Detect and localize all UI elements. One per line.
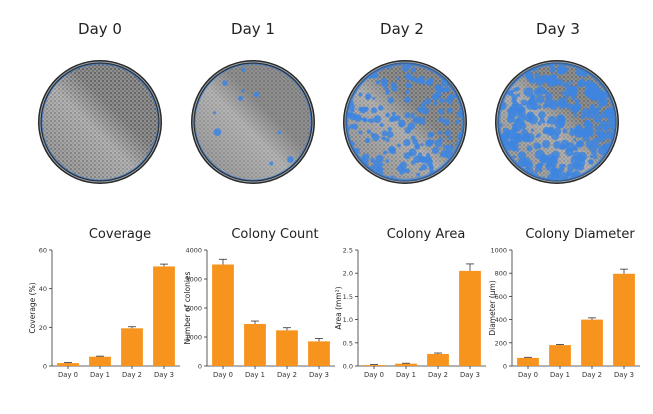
- x-tick-label: Day 0: [58, 371, 78, 379]
- day-0-title: Day 0: [78, 20, 122, 38]
- x-tick-label: Day 2: [277, 371, 297, 379]
- y-axis-label: Number of colonies: [183, 271, 192, 344]
- y-tick-label: 40: [39, 285, 47, 293]
- colony-count-chart: Colony Count Number of colonies 0 1000 2000 3…: [183, 227, 335, 379]
- y-tick-label: 2.0: [343, 270, 353, 278]
- chart-title: Colony Area: [387, 227, 466, 242]
- bar-day-1: [89, 356, 111, 366]
- y-tick-label: 0: [503, 363, 507, 371]
- y-tick-label: 1.0: [343, 316, 353, 324]
- bar-day-1: [244, 323, 266, 366]
- y-tick-label: 800: [495, 270, 507, 278]
- y-tick-label: 1000: [490, 247, 507, 255]
- y-axis-label: Coverage (%): [28, 282, 37, 333]
- bar-day-3: [308, 341, 330, 366]
- bar-day-3: [153, 266, 175, 366]
- x-tick-label: Day 3: [614, 371, 634, 379]
- x-tick-label: Day 0: [213, 371, 233, 379]
- chart-title: Colony Count: [231, 227, 318, 242]
- bar-day-2: [276, 330, 298, 366]
- y-tick-label: 0.0: [343, 363, 353, 371]
- petri-dish-day-2: [343, 60, 467, 184]
- y-tick-label: 400: [495, 316, 507, 324]
- x-tick-label: Day 2: [122, 371, 142, 379]
- x-tick-label: Day 3: [154, 371, 174, 379]
- colony-diameter-chart: Colony Diameter Diameter (µm) 0 200 400 600 80…: [488, 227, 640, 379]
- chart-title: Coverage: [89, 227, 151, 242]
- x-tick-label: Day 1: [90, 371, 110, 379]
- day-3-title: Day 3: [536, 20, 580, 38]
- colony-area-chart: Colony Area Area (mm²) 0.0 0.5 1.0 1.5 2.0 2.5 D…: [334, 227, 486, 379]
- y-tick-label: 2.5: [343, 247, 353, 255]
- x-tick-label: Day 0: [364, 371, 384, 379]
- bar-day-0: [212, 264, 234, 366]
- petri-dish-day-0: [38, 60, 162, 184]
- bar-day-2: [121, 328, 143, 366]
- bar-day-0: [363, 365, 385, 366]
- y-axis-label: Diameter (µm): [488, 280, 497, 335]
- bar-day-1: [549, 345, 571, 366]
- day-1-title: Day 1: [231, 20, 275, 38]
- y-tick-label: 0: [43, 363, 47, 371]
- chart-title: Colony Diameter: [525, 227, 635, 242]
- x-tick-label: Day 2: [582, 371, 602, 379]
- y-tick-label: 200: [495, 339, 507, 347]
- y-axis-label: Area (mm²): [334, 286, 343, 329]
- x-tick-label: Day 3: [460, 371, 480, 379]
- bar-day-2: [427, 353, 449, 366]
- y-tick-label: 0: [198, 363, 202, 371]
- y-tick-label: 20: [39, 324, 47, 332]
- bar-day-0: [57, 363, 79, 366]
- bar-day-1: [395, 363, 417, 366]
- x-tick-label: Day 1: [245, 371, 265, 379]
- x-tick-label: Day 0: [518, 371, 538, 379]
- y-tick-label: 1.5: [343, 293, 353, 301]
- coverage-chart: Coverage Coverage (%) 0 20 40 60 Day 0 Day 1 Day…: [28, 227, 180, 379]
- bar-day-3: [459, 270, 481, 366]
- petri-dish-day-3: [495, 60, 619, 184]
- bar-day-3: [613, 273, 635, 366]
- y-tick-label: 2000: [185, 305, 202, 313]
- y-tick-label: 600: [495, 293, 507, 301]
- y-tick-label: 60: [39, 247, 47, 255]
- y-tick-label: 3000: [185, 276, 202, 284]
- bar-day-2: [581, 319, 603, 366]
- x-tick-label: Day 1: [550, 371, 570, 379]
- x-tick-label: Day 1: [396, 371, 416, 379]
- x-tick-label: Day 2: [428, 371, 448, 379]
- y-tick-label: 4000: [185, 247, 202, 255]
- y-tick-label: 0.5: [343, 339, 353, 347]
- y-tick-label: 1000: [185, 334, 202, 342]
- x-tick-label: Day 3: [309, 371, 329, 379]
- bar-day-0: [517, 357, 539, 366]
- day-2-title: Day 2: [380, 20, 424, 38]
- petri-dish-day-1: [191, 60, 315, 184]
